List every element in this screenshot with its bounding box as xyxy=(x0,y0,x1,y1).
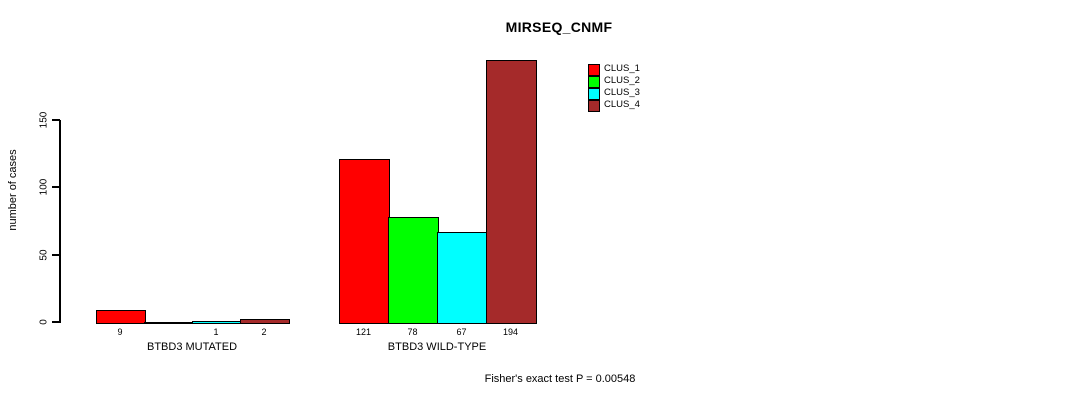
bar-clus_4-1 xyxy=(240,319,290,324)
legend-swatch-clus_2 xyxy=(588,76,600,88)
bar-clus_2-1 xyxy=(144,322,194,324)
bar-clus_3-1 xyxy=(192,321,242,324)
legend-swatch-clus_4 xyxy=(588,100,600,112)
legend-label: CLUS_4 xyxy=(604,99,640,110)
y-tick-mark xyxy=(52,119,60,121)
category-label: BTBD3 WILD-TYPE xyxy=(387,341,487,353)
y-tick-label: 0 xyxy=(38,319,50,325)
y-axis-line xyxy=(59,120,61,323)
y-tick-mark xyxy=(52,254,60,256)
legend-label: CLUS_2 xyxy=(604,75,640,86)
y-tick-mark xyxy=(52,186,60,188)
bar-clus_1-1 xyxy=(96,310,146,324)
y-axis-label: number of cases xyxy=(7,149,19,231)
legend-label: CLUS_1 xyxy=(604,63,640,74)
legend-swatch-clus_3 xyxy=(588,88,600,100)
bar-value-label: 67 xyxy=(456,327,467,337)
y-tick-label: 50 xyxy=(38,249,50,261)
bar-value-label: 121 xyxy=(355,327,372,337)
bar-clus_1-2 xyxy=(339,159,390,324)
bar-clus_2-2 xyxy=(388,217,439,324)
chart-title: MIRSEQ_CNMF xyxy=(505,19,613,35)
legend-label: CLUS_3 xyxy=(604,87,640,98)
legend-swatch-clus_1 xyxy=(588,64,600,76)
y-tick-mark xyxy=(52,321,60,323)
bar-value-label: 78 xyxy=(407,327,418,337)
y-tick-label: 150 xyxy=(38,111,50,129)
bar-clus_4-2 xyxy=(486,60,537,324)
annotation-text: Fisher's exact test P = 0.00548 xyxy=(484,373,636,385)
bar-value-label: 194 xyxy=(502,327,519,337)
bar-value-label: 1 xyxy=(213,327,219,337)
bar-value-label: 2 xyxy=(261,327,267,337)
bar-value-label: 9 xyxy=(117,327,123,337)
y-tick-label: 100 xyxy=(38,178,50,196)
bar-clus_3-2 xyxy=(437,232,488,324)
category-label: BTBD3 MUTATED xyxy=(146,341,238,353)
